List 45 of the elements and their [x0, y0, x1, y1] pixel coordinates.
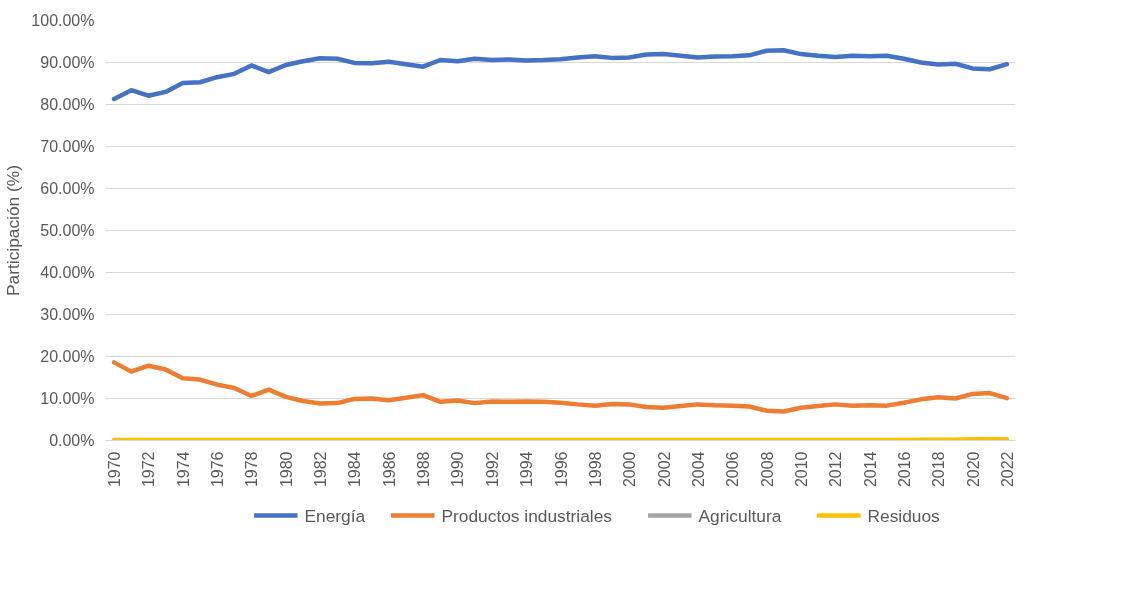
x-tick-label: 1992	[483, 451, 501, 488]
x-tick-label: 1976	[209, 451, 227, 488]
y-tick-label: 70.00%	[40, 138, 95, 155]
y-tick-label: 0.00%	[49, 432, 95, 449]
x-tick-label: 2012	[827, 451, 845, 488]
x-tick-label: 1970	[106, 451, 124, 488]
x-tick-label: 2002	[655, 451, 673, 488]
x-tick-label: 2022	[998, 451, 1016, 488]
x-tick-label: 2020	[964, 451, 982, 488]
x-tick-label: 1974	[174, 451, 192, 488]
x-tick-label: 1998	[586, 451, 604, 488]
y-tick-label: 40.00%	[40, 264, 95, 281]
x-tick-label: 1990	[449, 451, 467, 488]
y-tick-label: 100.00%	[31, 12, 95, 29]
y-tick-label: 80.00%	[40, 96, 95, 113]
x-tick-label: 2004	[689, 451, 707, 488]
y-tick-label: 60.00%	[40, 180, 95, 197]
x-tick-label: 1988	[415, 451, 433, 488]
legend-label: Residuos	[867, 505, 941, 526]
y-tick-label: 30.00%	[40, 306, 95, 323]
y-axis-title: Participación (%)	[3, 165, 24, 296]
line-series	[111, 48, 1010, 102]
x-tick-label: 2018	[930, 451, 948, 488]
x-tick-label: 1972	[140, 451, 158, 488]
y-tick-label: 90.00%	[40, 54, 95, 71]
legend-label: Energía	[304, 505, 366, 526]
x-tick-label: 1984	[346, 451, 364, 488]
x-tick-label: 1986	[380, 451, 398, 488]
x-tick-label: 2008	[758, 451, 776, 488]
y-tick-label: 10.00%	[40, 390, 95, 407]
x-tick-label: 1982	[312, 451, 330, 488]
x-tick-label: 1996	[552, 451, 570, 488]
line-series	[111, 360, 1010, 414]
x-tick-label: 1978	[243, 451, 261, 488]
x-tick-label: 2010	[792, 451, 810, 488]
x-tick-label: 1980	[277, 451, 295, 488]
x-tick-label: 2006	[724, 451, 742, 488]
x-tick-label: 2014	[861, 451, 879, 488]
legend-label: Agricultura	[698, 505, 782, 526]
legend-label: Productos industriales	[441, 505, 613, 526]
x-tick-label: 2016	[895, 451, 913, 488]
y-tick-label: 20.00%	[40, 348, 95, 365]
y-tick-label: 50.00%	[40, 222, 95, 239]
x-tick-label: 1994	[518, 451, 536, 488]
x-tick-label: 2000	[621, 451, 639, 488]
